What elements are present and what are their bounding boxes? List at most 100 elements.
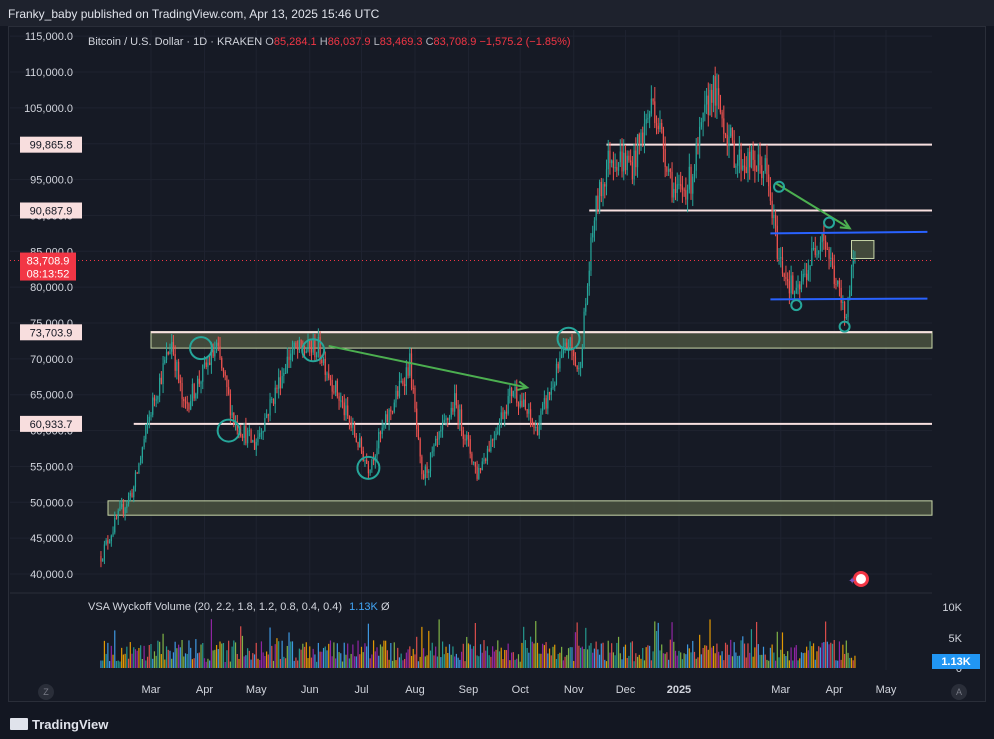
time-tick-label: Dec — [616, 684, 636, 696]
candle — [597, 188, 599, 215]
candle — [733, 130, 735, 168]
candle — [671, 162, 673, 203]
volume-legend[interactable]: VSA Wyckoff Volume (20, 2.2, 1.8, 1.2, 0… — [88, 601, 390, 613]
time-tick-label: May — [876, 684, 897, 696]
symbol-name[interactable]: Bitcoin / U.S. Dollar · 1D · KRAKEN — [88, 36, 263, 48]
candle — [359, 433, 361, 448]
volume-bar — [303, 646, 306, 668]
candle — [448, 414, 451, 424]
candle-body — [633, 150, 635, 180]
candle — [695, 138, 697, 179]
candle — [783, 272, 785, 282]
candle-body — [295, 342, 297, 348]
candle-body — [806, 273, 808, 280]
candle-body — [307, 339, 309, 352]
volume-bar — [283, 656, 285, 668]
volume-bar — [429, 650, 432, 668]
candle — [100, 551, 102, 568]
candle-body — [709, 89, 711, 116]
volume-bar — [317, 642, 319, 668]
volume-bar — [498, 651, 501, 668]
candle-body — [178, 361, 180, 381]
candle-body — [583, 311, 585, 349]
candle-body — [585, 303, 587, 312]
candle-body — [730, 127, 732, 137]
candle — [738, 135, 740, 174]
candle-body — [171, 342, 173, 352]
volume-bar — [191, 659, 194, 668]
candle-body — [623, 152, 625, 172]
candle — [643, 111, 646, 154]
volume-bar — [359, 654, 361, 668]
candle — [764, 154, 766, 174]
candle-body — [276, 387, 278, 390]
candle-body — [695, 144, 697, 171]
candle — [664, 136, 666, 178]
candle — [117, 508, 119, 525]
chart-frame[interactable] — [8, 26, 986, 702]
candle — [493, 431, 495, 449]
candle — [771, 192, 773, 225]
candle-body — [343, 402, 345, 416]
candle — [438, 430, 440, 445]
volume-bar — [854, 655, 856, 668]
price-tick-label: 70,000.0 — [30, 354, 73, 366]
candle-body — [688, 166, 690, 190]
tradingview-logo[interactable]: TradingView — [10, 717, 108, 732]
volume-bar — [529, 636, 532, 668]
volume-bar — [559, 652, 561, 668]
candle — [766, 144, 768, 183]
volume-bar — [486, 646, 489, 668]
candle-body — [523, 399, 525, 407]
volume-bar — [224, 661, 226, 668]
volume-bar — [397, 647, 399, 668]
volume-bar — [335, 658, 337, 668]
volume-bar — [726, 644, 728, 668]
candle — [478, 463, 480, 480]
volume-bar — [202, 643, 204, 668]
candle — [435, 435, 437, 447]
volume-bar — [402, 660, 404, 668]
volume-bar — [481, 652, 483, 668]
volume-bar — [409, 646, 411, 668]
level-badge-label: 90,687.9 — [30, 205, 73, 217]
candle-body — [260, 432, 263, 434]
candle-body — [733, 140, 735, 168]
auto-scale-button[interactable]: A — [951, 684, 967, 700]
candle — [743, 153, 746, 180]
zoom-button[interactable]: Z — [38, 684, 54, 700]
volume-bar — [324, 646, 326, 668]
candle-body — [107, 540, 109, 544]
volume-bar — [597, 649, 599, 668]
volume-bar — [743, 643, 746, 668]
candle — [176, 359, 178, 380]
candle — [636, 133, 639, 178]
candle-body — [340, 400, 342, 402]
volume-bar — [102, 660, 104, 668]
volume-bar — [190, 647, 192, 668]
volume-bar — [404, 658, 406, 668]
candle-body — [804, 273, 806, 275]
candle — [391, 410, 394, 415]
candle-body — [341, 400, 344, 403]
volume-bar — [674, 650, 677, 668]
volume-bar — [609, 652, 611, 668]
candle — [190, 394, 192, 411]
candle-body — [460, 409, 463, 431]
volume-bar — [825, 621, 827, 668]
candle — [623, 139, 625, 181]
candle — [692, 173, 694, 207]
volume-bar — [702, 647, 704, 668]
candle — [730, 124, 732, 139]
candle-body — [466, 434, 468, 441]
candle — [231, 405, 233, 419]
candle-body — [217, 342, 219, 346]
candle — [652, 98, 654, 105]
candle-body — [297, 347, 299, 350]
volume-bar — [298, 648, 300, 668]
candle — [474, 461, 476, 474]
volume-bar — [586, 649, 589, 668]
volume-bar — [241, 635, 244, 668]
volume-bar — [319, 651, 321, 668]
